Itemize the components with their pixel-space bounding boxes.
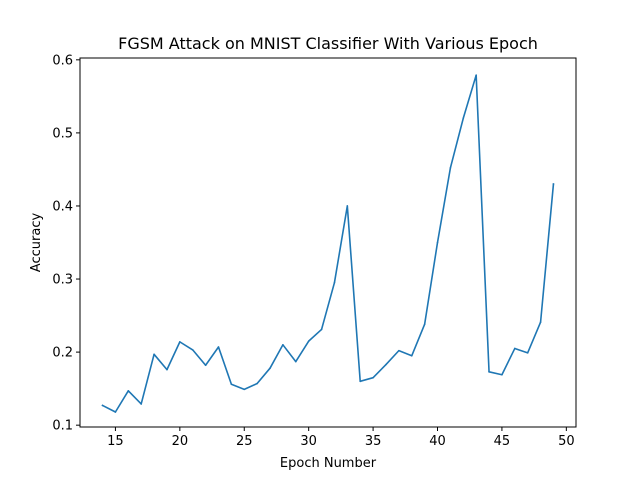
data-point [475,74,477,76]
data-point [398,349,400,352]
plot-frame [79,57,577,428]
chart-title: FGSM Attack on MNIST Classifier With Var… [118,34,538,53]
y-tick-label: 0.1 [52,419,73,434]
data-point [179,341,181,343]
data-point [307,340,310,342]
x-tick-label: 40 [429,434,446,449]
x-tick-label: 25 [236,434,253,449]
data-point [346,205,349,207]
data-point [217,346,220,348]
data-point [140,403,142,405]
data-point [333,281,336,284]
data-point [282,344,284,346]
x-tick-label: 45 [494,434,511,449]
data-point [423,323,426,326]
data-point [488,371,490,373]
y-tick-label: 0.3 [52,273,73,288]
data-point [552,183,555,185]
data-point [514,347,516,350]
series-line-0 [101,74,555,413]
data-point [256,382,258,385]
plot-area [80,58,576,427]
x-tick-label: 50 [558,434,575,449]
x-tick-label: 15 [107,434,124,449]
data-point [230,383,233,386]
x-tick-label: 30 [300,434,317,449]
data-point [372,376,374,379]
data-point [269,367,271,369]
data-point [191,349,194,351]
x-tick-label: 20 [172,434,189,449]
data-point [385,363,387,366]
y-tick-label: 0.4 [52,199,73,214]
data-point [166,368,168,371]
x-tick-label: 35 [365,434,382,449]
data-point [436,241,439,244]
data-point [501,373,503,376]
data-point [359,380,362,383]
data-point [462,117,465,120]
y-tick-label: 0.2 [52,346,73,361]
data-point [153,353,155,356]
y-axis-label: Accuracy [29,213,44,273]
data-point [539,321,542,323]
x-axis-label: Epoch Number [280,456,377,471]
data-point [294,360,297,363]
y-tick-label: 0.6 [52,53,73,68]
data-point [410,354,413,357]
data-point [526,352,529,354]
data-point [101,404,104,407]
data-point [204,364,207,367]
data-point [243,388,246,391]
tick-layer: 15 20 25 30 35 40 45 50 0.1 0.2 0.3 0.4 0.5 0.6 [52,53,574,449]
series-layer [101,74,555,413]
data-point [114,411,117,413]
data-point [449,167,452,169]
data-point [127,390,130,392]
y-tick-label: 0.5 [52,126,73,141]
data-point [320,328,323,331]
